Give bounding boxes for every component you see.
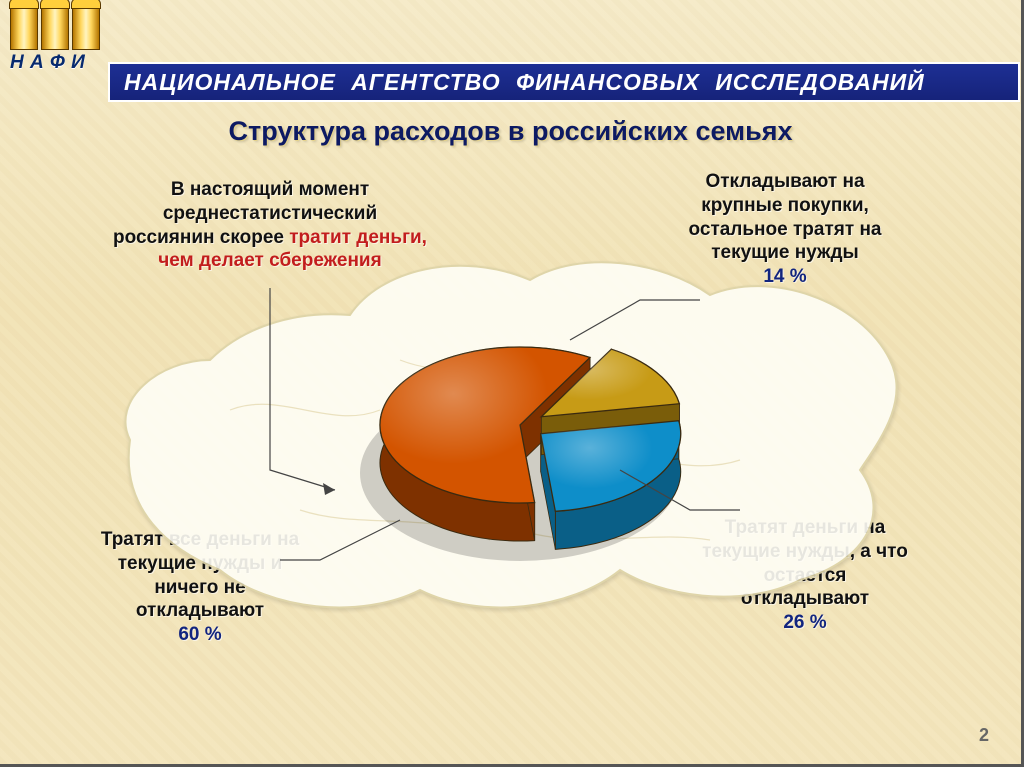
callout-14-line: Откладывают на	[705, 171, 864, 192]
callout-main-line: В настоящий момент	[171, 179, 369, 200]
chart-area	[270, 280, 750, 660]
nafi-logo: Н А Ф И	[10, 6, 100, 74]
slide-page: Н А Ф И НАЦИОНАЛЬНОЕ АГЕНТСТВО ФИНАНСОВЫ…	[0, 0, 1024, 767]
header-bar-text: НАЦИОНАЛЬНОЕ АГЕНТСТВО ФИНАНСОВЫХ ИССЛЕД…	[110, 69, 925, 96]
header-bar: НАЦИОНАЛЬНОЕ АГЕНТСТВО ФИНАНСОВЫХ ИССЛЕД…	[108, 62, 1020, 102]
page-number: 2	[979, 725, 989, 746]
pie-chart	[340, 280, 700, 610]
logo-column-icon	[72, 6, 100, 50]
page-title: Структура расходов в российских семьях	[0, 116, 1021, 147]
logo-text: Н А Ф И	[10, 52, 85, 74]
logo-column-icon	[10, 6, 38, 50]
logo-columns	[10, 6, 100, 50]
logo-column-icon	[41, 6, 69, 50]
